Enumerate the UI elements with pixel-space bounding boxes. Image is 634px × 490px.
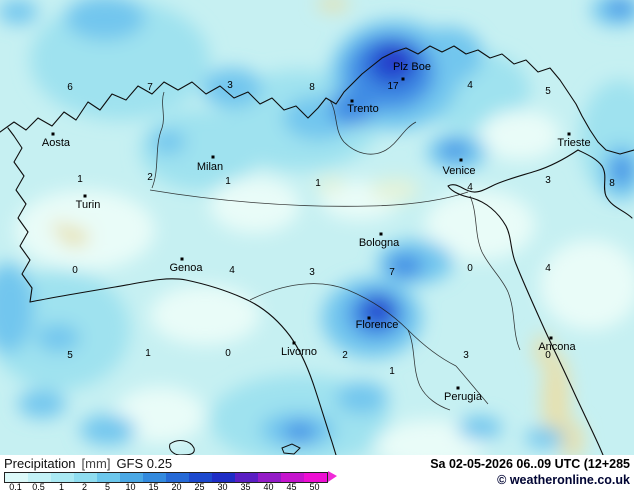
color-scale-arrow <box>328 471 337 482</box>
precip-value: 5 <box>67 350 73 361</box>
scale-segment <box>258 473 281 482</box>
precip-value: 4 <box>229 265 235 276</box>
scale-label: 20 <box>171 482 182 490</box>
scale-segment <box>189 473 212 482</box>
scale-segment <box>97 473 120 482</box>
city-dot <box>549 336 553 340</box>
city-dot <box>83 194 87 198</box>
precip-value: 0 <box>467 263 473 274</box>
scale-label: 35 <box>240 482 251 490</box>
legend-title: Precipitation <box>4 456 76 471</box>
precip-value: 0 <box>545 350 551 361</box>
precip-value: 3 <box>545 175 551 186</box>
precip-value: 1 <box>389 366 395 377</box>
coastlines <box>0 45 634 455</box>
scale-segment <box>5 473 28 482</box>
city-label: Trento <box>347 103 378 115</box>
city-label: Trieste <box>557 137 590 149</box>
scale-label: 40 <box>263 482 274 490</box>
legend-bar: Precipitation [mm] GFS 0.25 0.1 0.5 1 2 5 10 15 2… <box>0 455 634 490</box>
region-borders <box>149 91 521 411</box>
scale-segment <box>143 473 166 482</box>
scale-segment <box>51 473 74 482</box>
city-dot <box>211 155 215 159</box>
precip-value: 3 <box>227 80 233 91</box>
scale-label: 15 <box>148 482 159 490</box>
scale-label: 25 <box>194 482 205 490</box>
scale-segment <box>74 473 97 482</box>
forecast-datetime: Sa 02-05-2026 06..09 UTC (12+285 <box>430 457 630 471</box>
precip-value: 1 <box>225 176 231 187</box>
precip-value: 3 <box>309 267 315 278</box>
precip-value: 1 <box>145 348 151 359</box>
precipitation-map: Aosta Turin Milan Trento Plz Boe Venice Triest… <box>0 0 634 455</box>
city-label: Genoa <box>169 262 203 274</box>
scale-segment <box>120 473 143 482</box>
city-label: Venice <box>442 165 475 177</box>
precip-value: 6 <box>67 82 73 93</box>
scale-label: 0.1 <box>9 482 22 490</box>
precip-value: 1 <box>315 178 321 189</box>
scale-label: 2 <box>81 482 87 490</box>
city-label: Ancona <box>538 341 576 353</box>
city-label: Florence <box>356 319 399 331</box>
precip-value: 8 <box>609 178 615 189</box>
city-dot <box>459 158 463 162</box>
city-label: Perugia <box>444 391 483 403</box>
precip-value: 2 <box>342 350 348 361</box>
precip-value: 4 <box>467 80 473 91</box>
city-dot <box>567 132 571 136</box>
scale-label: 10 <box>125 482 136 490</box>
city-label: Bologna <box>359 237 400 249</box>
city-dot <box>379 232 383 236</box>
city-label: Livorno <box>281 346 317 358</box>
legend-model: GFS 0.25 <box>116 456 173 471</box>
city-dot <box>401 77 405 81</box>
precip-value: 4 <box>467 182 473 193</box>
city-dot <box>51 132 55 136</box>
city-label: Milan <box>197 161 223 173</box>
scale-label: 50 <box>309 482 320 490</box>
scale-segment <box>304 473 327 482</box>
precip-value: 2 <box>147 172 153 183</box>
scale-label: 0.5 <box>32 482 45 490</box>
scale-segment <box>166 473 189 482</box>
scale-segment <box>281 473 304 482</box>
color-scale-segments <box>4 472 328 483</box>
city-dot <box>367 316 371 320</box>
precip-value: 17 <box>387 81 399 92</box>
city-dot <box>350 99 354 103</box>
copyright-link[interactable]: © weatheronline.co.uk <box>497 473 630 487</box>
city-label: Aosta <box>42 137 71 149</box>
legend-title-line: Precipitation [mm] GFS 0.25 <box>4 456 172 471</box>
scale-label: 45 <box>286 482 297 490</box>
scale-segment <box>235 473 258 482</box>
map-annotations: Aosta Turin Milan Trento Plz Boe Venice Triest… <box>42 61 615 403</box>
city-label: Plz Boe <box>393 61 431 73</box>
precipitation-shading <box>0 0 634 455</box>
map-svg: Aosta Turin Milan Trento Plz Boe Venice Triest… <box>0 0 634 455</box>
precip-value: 1 <box>77 174 83 185</box>
scale-segment <box>212 473 235 482</box>
city-dot <box>180 257 184 261</box>
scale-label: 1 <box>58 482 64 490</box>
city-dot <box>292 341 296 345</box>
precip-value: 3 <box>463 350 469 361</box>
precip-value: 8 <box>309 82 315 93</box>
precip-value: 0 <box>225 348 231 359</box>
scale-label: 30 <box>217 482 228 490</box>
city-dot <box>456 386 460 390</box>
legend-unit: [mm] <box>81 456 111 471</box>
scale-label: 5 <box>104 482 110 490</box>
scale-segment <box>28 473 51 482</box>
color-scale-labels: 0.1 0.5 1 2 5 10 15 20 25 30 35 40 45 50 <box>4 482 326 490</box>
city-label: Turin <box>76 199 101 211</box>
precip-value: 4 <box>545 263 551 274</box>
precip-value: 5 <box>545 86 551 97</box>
precip-value: 7 <box>389 267 395 278</box>
precip-value: 0 <box>72 265 78 276</box>
precip-value: 7 <box>147 82 153 93</box>
